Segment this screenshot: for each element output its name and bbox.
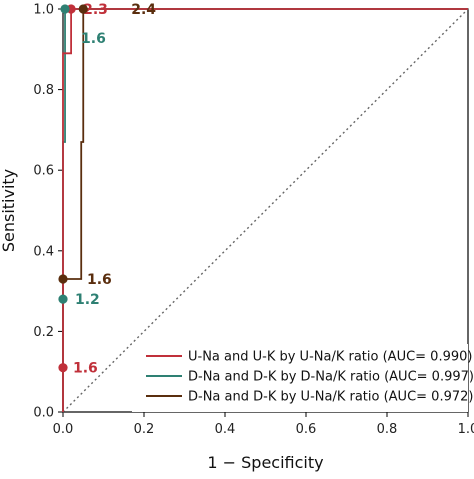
legend-label-series-1: U-Na and U-K by U-Na/K ratio (AUC= 0.990… (188, 350, 472, 365)
cutoff-marker-series-1 (58, 363, 68, 373)
y-tick-label: 0.4 (33, 244, 54, 259)
legend-box (132, 344, 468, 412)
cutoff-marker-series-3 (78, 4, 88, 14)
legend-label-series-3: D-Na and D-K by U-Na/K ratio (AUC= 0.972… (188, 390, 473, 405)
cutoff-label-series-1: 2.3 (83, 2, 108, 18)
y-tick-label: 0.2 (33, 325, 54, 340)
cutoff-label-series-3: 2.4 (131, 2, 156, 18)
x-tick-label: 0.8 (377, 422, 398, 437)
diagonal-reference-line (62, 8, 469, 413)
cutoff-marker-series-2 (58, 294, 68, 304)
y-tick-label: 0.0 (33, 406, 54, 421)
cutoff-label-series-1: 1.6 (73, 361, 98, 377)
cutoff-marker-series-3 (58, 274, 68, 284)
cutoff-label-series-3: 1.6 (87, 272, 112, 288)
x-tick-label: 0.4 (215, 422, 236, 437)
cutoff-marker-series-2 (60, 4, 70, 14)
y-tick-label: 1.0 (33, 3, 54, 18)
cutoff-label-series-2: 1.2 (75, 292, 100, 308)
x-tick-label: 0.6 (296, 422, 317, 437)
x-tick-label: 0.2 (134, 422, 155, 437)
roc-curve-series-1 (62, 8, 468, 412)
legend-label-series-2: D-Na and D-K by D-Na/K ratio (AUC= 0.997… (188, 370, 474, 385)
y-tick-label: 0.8 (33, 83, 54, 98)
x-tick-label: 0.0 (53, 422, 74, 437)
y-axis-title: Sensitivity (0, 169, 18, 252)
y-tick-label: 0.6 (33, 164, 54, 179)
x-tick-label: 1.0 (458, 422, 474, 437)
x-axis-title: 1 − Specificity (207, 453, 323, 472)
cutoff-label-series-2: 1.6 (81, 31, 106, 47)
